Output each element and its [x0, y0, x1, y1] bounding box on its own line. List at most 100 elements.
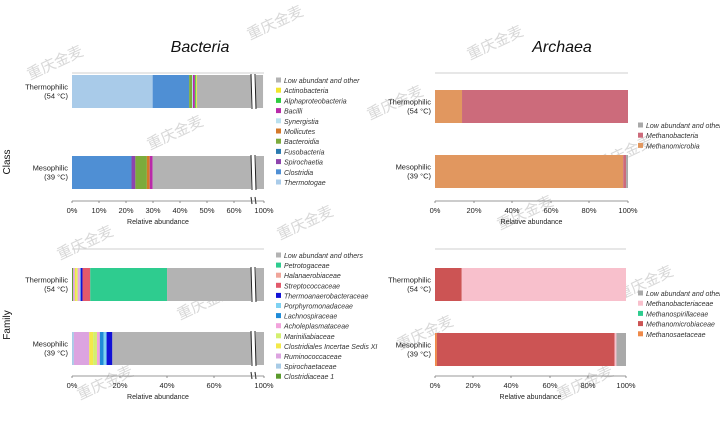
axis-break-mark	[250, 154, 253, 191]
x-tick-label: 40%	[503, 381, 518, 390]
bar-segment	[72, 75, 153, 108]
axis-break-gap	[251, 267, 256, 302]
category-label: (54 °C)	[407, 285, 431, 294]
bar-segment	[192, 75, 193, 108]
bar-segment	[131, 156, 136, 189]
bar-segment	[149, 156, 153, 189]
legend-label: Methanobacteria	[646, 133, 698, 140]
x-tick-label: 40%	[159, 381, 174, 390]
legend-swatch	[276, 118, 281, 124]
legend-label: Ruminococcaceae	[284, 354, 342, 361]
legend-swatch	[276, 87, 281, 93]
legend-swatch	[276, 282, 281, 288]
bar-segment	[152, 156, 264, 189]
legend-swatch	[276, 353, 281, 359]
bar-segment	[72, 332, 74, 365]
bar-segment	[192, 75, 195, 108]
legend-label: Low abundant and other	[284, 78, 360, 85]
bar-segment	[72, 156, 132, 189]
bar-segment	[435, 155, 624, 188]
legend-swatch	[276, 148, 281, 154]
x-axis-label: Relative abundance	[127, 219, 189, 226]
row-label: Family	[2, 310, 13, 339]
bar-segment	[72, 268, 73, 301]
bar-segment	[90, 268, 168, 301]
x-axis-label: Relative abundance	[500, 394, 562, 401]
bar-segment	[152, 75, 190, 108]
x-tick-label: 10%	[91, 206, 106, 215]
legend-swatch	[638, 122, 643, 128]
bar-segment	[93, 332, 97, 365]
chart-panel-1: Bacteria Class Thermophilic(54 °C) Mesophil…	[2, 39, 360, 226]
chart-title: Archaea	[531, 39, 592, 56]
axis-break-gap	[251, 74, 256, 109]
x-tick-label: 20%	[465, 381, 480, 390]
legend-label: Spirochaetia	[284, 160, 323, 167]
x-tick-label: 100%	[254, 381, 274, 390]
legend-swatch	[276, 128, 281, 134]
legend-label: Alphaproteobacteria	[283, 98, 347, 105]
legend-swatch	[276, 343, 281, 349]
axis-break-mark	[254, 266, 257, 303]
legend-label: Halanaerobiaceae	[284, 273, 341, 280]
legend: Low abundant and other Actinobacteria Alph…	[276, 77, 360, 187]
chart-panel-3: Family Thermophilic(54 °C) Mesophilic(39 °…	[2, 248, 377, 401]
legend: Low abundant and other Methanobacteriacea…	[638, 290, 720, 339]
bar-segment	[89, 332, 94, 365]
legend-swatch	[276, 108, 281, 114]
legend-swatch	[276, 97, 281, 103]
x-tick-label: 20%	[112, 381, 127, 390]
legend-swatch	[276, 363, 281, 369]
x-tick-label: 60%	[542, 381, 557, 390]
legend-label: Methanomicrobia	[646, 143, 700, 150]
legend-label: Methanobacteriaceae	[646, 301, 713, 308]
x-tick-label: 40%	[172, 206, 187, 215]
category-label: (39 °C)	[44, 173, 68, 182]
bar-segment	[74, 268, 77, 301]
legend-label: Mollicutes	[284, 129, 316, 136]
legend-label: Clostridiales Incertae Sedis XI	[284, 344, 377, 351]
x-tick-label: 80%	[581, 206, 596, 215]
legend-label: Mariniliabiaceae	[284, 334, 335, 341]
bar-segment	[80, 268, 83, 301]
legend-swatch	[276, 292, 281, 298]
legend-swatch	[276, 323, 281, 329]
x-tick-label: 100%	[254, 206, 274, 215]
x-tick-label: 100%	[616, 381, 636, 390]
legend-swatch	[638, 321, 643, 327]
legend-label: Low abundant and others	[284, 253, 364, 260]
legend-swatch	[276, 138, 281, 144]
bar-segment	[82, 268, 91, 301]
x-tick-label: 60%	[226, 206, 241, 215]
axis-break-mark	[250, 196, 253, 205]
row-label: Class	[2, 149, 13, 174]
category-label: (54 °C)	[407, 107, 431, 116]
legend-label: Methanospirillaceae	[646, 311, 708, 318]
bar-segment	[103, 332, 107, 365]
bar-segment	[461, 268, 626, 301]
legend-swatch	[276, 272, 281, 278]
legend-label: Bacilli	[284, 109, 303, 116]
category-label: (54 °C)	[44, 92, 68, 101]
category-label: Thermophilic	[25, 83, 68, 92]
x-tick-label: 40%	[504, 206, 519, 215]
chart-panel-2: Archaea Thermophilic(54 °C) Mesophilic(39 …	[388, 39, 720, 226]
category-label: (39 °C)	[407, 350, 431, 359]
bar-segment	[79, 268, 81, 301]
bar-segment	[616, 333, 626, 366]
x-tick-label: 20%	[466, 206, 481, 215]
category-label: (54 °C)	[44, 285, 68, 294]
bar-segment	[106, 332, 113, 365]
bar-segment	[435, 333, 437, 366]
bar-segment	[462, 90, 628, 123]
category-label: (39 °C)	[407, 172, 431, 181]
bar-segment	[194, 75, 196, 108]
bar-segment	[99, 332, 104, 365]
axis-break-mark	[250, 73, 253, 110]
category-label: Thermophilic	[25, 276, 68, 285]
category-label: Mesophilic	[396, 341, 432, 350]
bar-segment	[135, 156, 147, 189]
legend-swatch	[276, 303, 281, 308]
legend-label: Low abundant and other	[646, 291, 720, 298]
